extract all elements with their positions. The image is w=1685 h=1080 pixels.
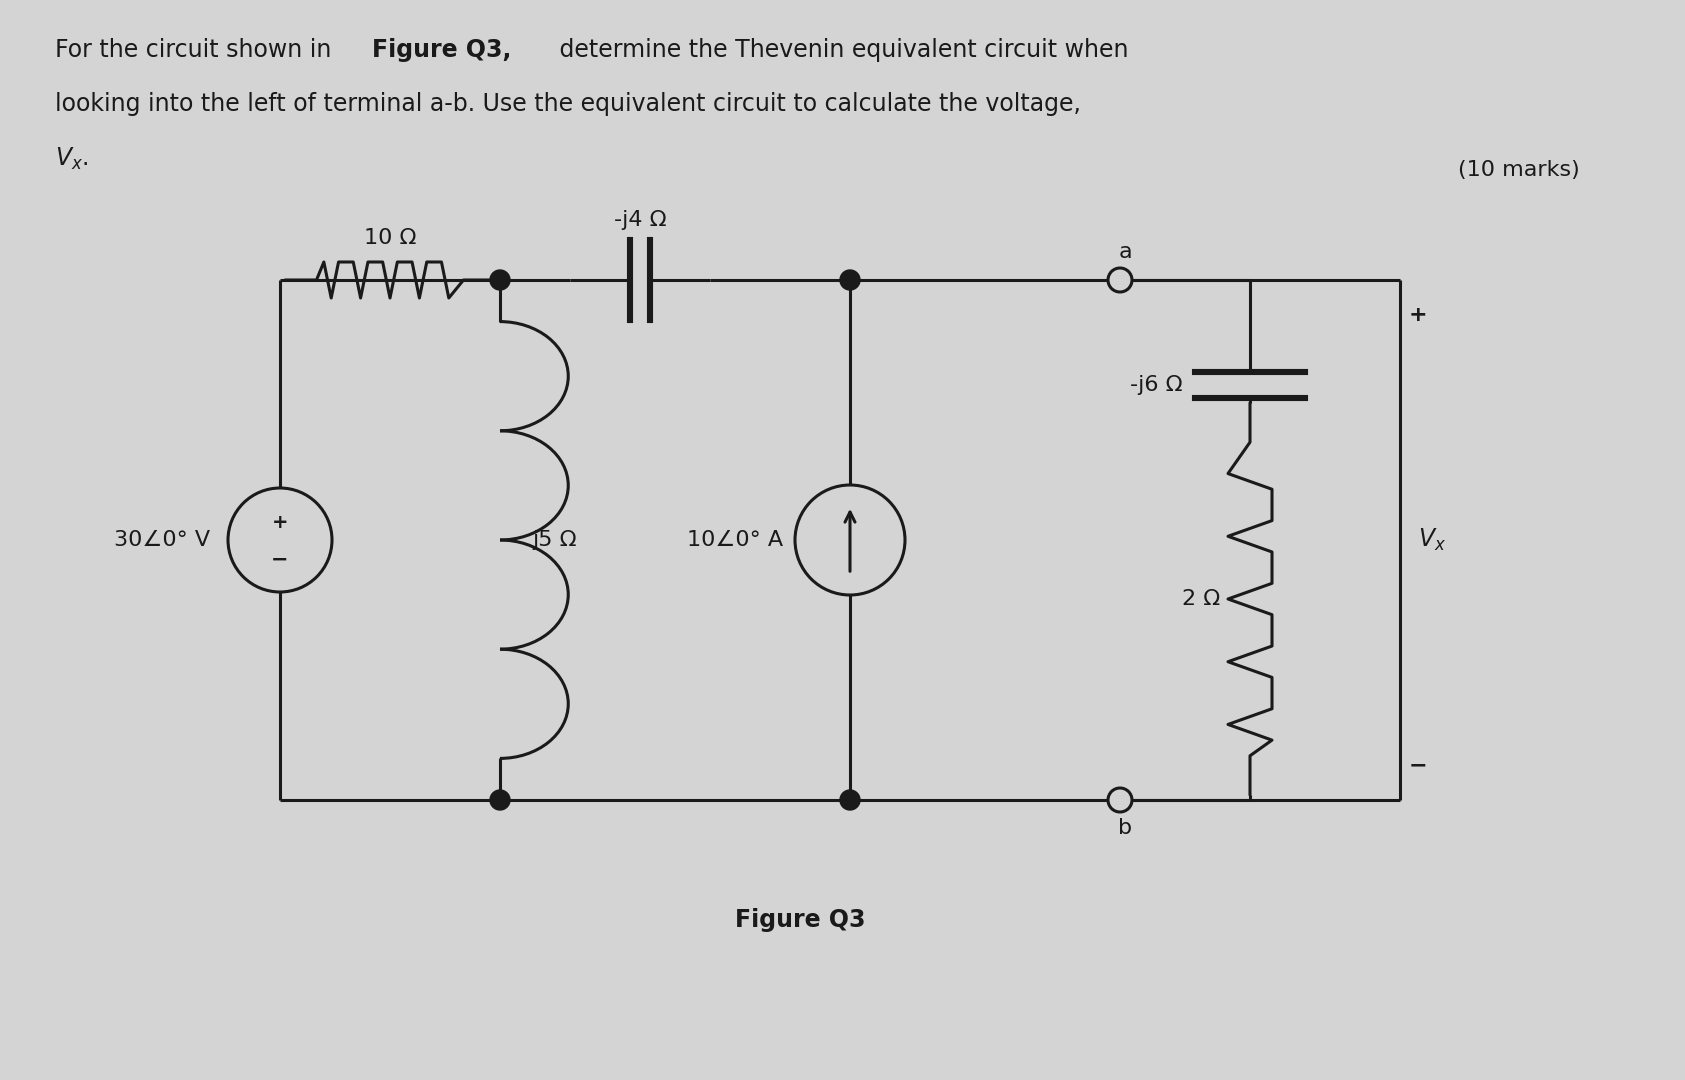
Text: determine the Thevenin equivalent circuit when: determine the Thevenin equivalent circui…: [553, 38, 1129, 62]
Text: a: a: [1119, 242, 1132, 262]
Text: +: +: [1409, 305, 1427, 325]
Text: For the circuit shown in: For the circuit shown in: [56, 38, 339, 62]
Circle shape: [490, 789, 511, 810]
Text: -j6 Ω: -j6 Ω: [1131, 375, 1183, 395]
Text: (10 marks): (10 marks): [1458, 160, 1581, 180]
Circle shape: [841, 270, 859, 291]
Text: +: +: [271, 513, 288, 531]
Text: −: −: [271, 550, 288, 570]
Text: -j4 Ω: -j4 Ω: [613, 210, 666, 230]
Text: 10 Ω: 10 Ω: [364, 228, 416, 248]
Text: 10∠0° A: 10∠0° A: [687, 530, 784, 550]
Text: $V_x$: $V_x$: [1419, 527, 1446, 553]
Circle shape: [490, 270, 511, 291]
Text: j5 Ω: j5 Ω: [532, 530, 576, 550]
Text: b: b: [1117, 818, 1132, 838]
Circle shape: [841, 789, 859, 810]
Circle shape: [1109, 788, 1132, 812]
Circle shape: [1109, 268, 1132, 292]
Text: 2 Ω: 2 Ω: [1181, 589, 1220, 609]
Text: Figure Q3,: Figure Q3,: [372, 38, 511, 62]
Text: $V_x$.: $V_x$.: [56, 146, 89, 172]
Text: 30∠0° V: 30∠0° V: [115, 530, 211, 550]
Text: looking into the left of terminal a-b. Use the equivalent circuit to calculate t: looking into the left of terminal a-b. U…: [56, 92, 1080, 116]
Text: Figure Q3: Figure Q3: [735, 908, 866, 932]
Text: −: −: [1409, 755, 1427, 775]
